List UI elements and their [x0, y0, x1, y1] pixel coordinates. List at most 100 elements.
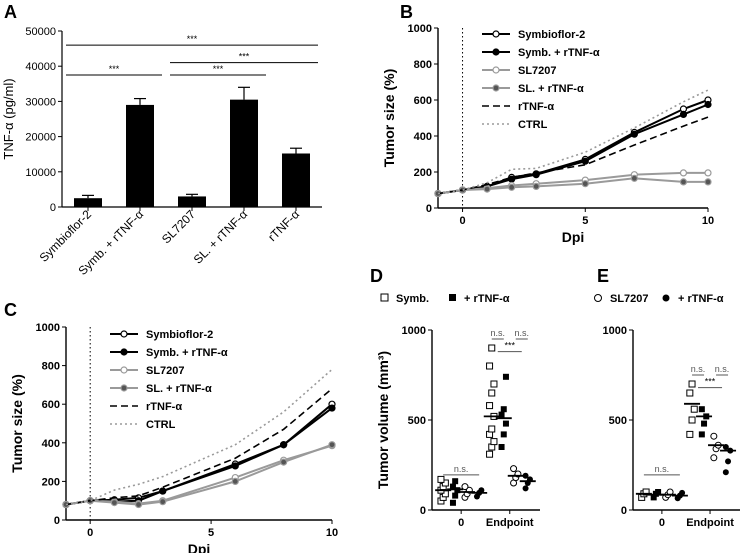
x-tick-label: 5	[208, 527, 214, 539]
legend-label-sl7207: SL7207	[146, 365, 185, 377]
legend-marker-symb-rtnf	[492, 48, 500, 56]
x-tick-label-0: 0	[659, 517, 665, 529]
y-tick-label: 800	[414, 59, 432, 71]
point-symb	[686, 430, 694, 438]
y-axis-label: Tumor size (%)	[381, 69, 397, 168]
point-rtnf	[725, 458, 732, 465]
point-rtnf	[722, 444, 729, 450]
legend-marker-sl7207	[120, 366, 128, 374]
legend-marker-sl7207	[492, 66, 500, 74]
panel-a: A 0 10000 20000 30000 40000 50000 TNF-α (pg/ml)…	[1, 2, 322, 278]
bar-symb-rtnf	[126, 104, 154, 207]
point-rtnf	[502, 420, 509, 427]
legend-marker-symbioflor-2	[120, 330, 128, 338]
point-symb	[488, 389, 496, 397]
x-tick-label-sl7207: SL7207	[159, 207, 198, 246]
point-symb	[486, 402, 494, 410]
series-line-ctrl	[437, 89, 709, 195]
point-rtnf	[452, 478, 459, 485]
y-axis-label: Tumor size (%)	[9, 374, 25, 473]
series-line-rtnf	[437, 116, 709, 195]
legend-label-symb-rtnf: Symb. + rTNF-α	[518, 47, 600, 59]
point-symb-rtnf	[328, 404, 336, 412]
y-tick-label: 600	[42, 399, 60, 411]
point-symb	[486, 362, 494, 370]
point-symb-rtnf	[704, 100, 712, 109]
point-sl7207	[461, 483, 469, 491]
panel-b: B 0 200 400 600 800 1000 0 5 10 Dpi Tumor size (%) S…	[381, 2, 714, 245]
panel-label: E	[597, 266, 609, 286]
x-tick-label-sl-rtnf: SL. + rTNF-α	[191, 207, 250, 266]
point-sl-rtnf	[159, 498, 167, 506]
point-symb-rtnf	[231, 462, 239, 470]
point-rtnf	[522, 472, 529, 479]
y-tick-label: 30000	[25, 96, 56, 108]
x-axis-label: Dpi	[188, 541, 211, 553]
point-sl-rtnf	[508, 183, 516, 191]
x-tick-label: 10	[326, 527, 338, 539]
point-sl7207	[510, 465, 518, 473]
point-rtnf	[522, 485, 529, 492]
point-sl-rtnf	[328, 441, 336, 449]
legend-label-sl7207: SL7207	[610, 293, 649, 305]
y-axis-label: Tumor volume (mm³)	[375, 351, 391, 489]
legend-marker-symb-rtnf	[120, 348, 128, 356]
point-symb	[686, 389, 694, 397]
significance-label: ***	[213, 64, 224, 74]
point-sl7207	[710, 454, 718, 462]
point-rtnf	[679, 489, 686, 496]
x-tick-label-symbioflor-2: Symbioflor-2	[37, 207, 95, 265]
y-tick-label: 10000	[25, 167, 56, 179]
y-tick-label: 0	[426, 203, 432, 215]
bar-sl7207	[178, 196, 206, 207]
point-sl-rtnf	[630, 174, 638, 182]
point-rtnf	[498, 444, 505, 450]
panel-label: D	[370, 266, 383, 286]
point-rtnf	[698, 431, 705, 438]
point-rtnf	[502, 373, 509, 380]
y-tick-label: 400	[414, 131, 432, 143]
panel-e: E 0 500 1000 0 Endpoint n.s. n.s. n.s. *** SL7207 +…	[594, 266, 740, 529]
legend-label-rtnf: + rTNF-α	[678, 293, 724, 305]
panel-label: C	[4, 300, 17, 320]
point-symb	[688, 416, 696, 424]
point-symb-rtnf	[679, 110, 688, 119]
y-tick-label: 600	[414, 95, 432, 107]
x-tick-label: 10	[702, 215, 714, 227]
point-symb-rtnf	[280, 441, 288, 449]
y-tick-label: 400	[42, 438, 60, 450]
legend-label-rtnf: rTNF-α	[518, 101, 554, 113]
point-rtnf	[449, 499, 456, 506]
legend-marker-sl7207	[594, 294, 602, 302]
legend-marker-rtnf	[662, 294, 670, 302]
point-sl-rtnf	[110, 499, 118, 507]
panel-label: A	[4, 2, 17, 22]
legend-marker-sl-rtnf	[492, 84, 500, 92]
legend-marker-symb	[380, 293, 389, 302]
legend-marker-sl-rtnf	[120, 384, 128, 392]
legend-label-symbioflor-2: Symbioflor-2	[146, 329, 213, 341]
legend-label-rtnf: rTNF-α	[146, 401, 182, 413]
y-tick-label: 1000	[402, 325, 426, 337]
significance-label: ***	[505, 341, 516, 351]
point-sl-rtnf	[483, 185, 491, 193]
significance-label: n.s.	[515, 328, 530, 338]
significance-label: n.s.	[491, 328, 506, 338]
panel-c: C 0 200 400 600 800 1000 0 5 10 Dpi Tumor size (%) S…	[4, 300, 338, 553]
point-symb	[642, 488, 650, 496]
point-sl-rtnf	[532, 182, 540, 190]
series-line-symbioflor-2	[437, 99, 709, 195]
y-tick-label: 0	[50, 202, 56, 214]
bar-rtnf	[282, 153, 310, 207]
x-tick-label-rtnf: rTNF-α	[265, 207, 302, 244]
point-rtnf	[500, 406, 507, 413]
x-tick-label: 5	[582, 215, 588, 227]
y-tick-label: 500	[408, 415, 426, 427]
point-rtnf	[650, 494, 657, 501]
point-symb	[490, 380, 498, 388]
point-sl7207	[704, 169, 712, 177]
x-tick-label: 0	[87, 527, 93, 539]
significance-label: ***	[109, 64, 120, 74]
legend-label-rtnf: + rTNF-α	[464, 293, 510, 305]
